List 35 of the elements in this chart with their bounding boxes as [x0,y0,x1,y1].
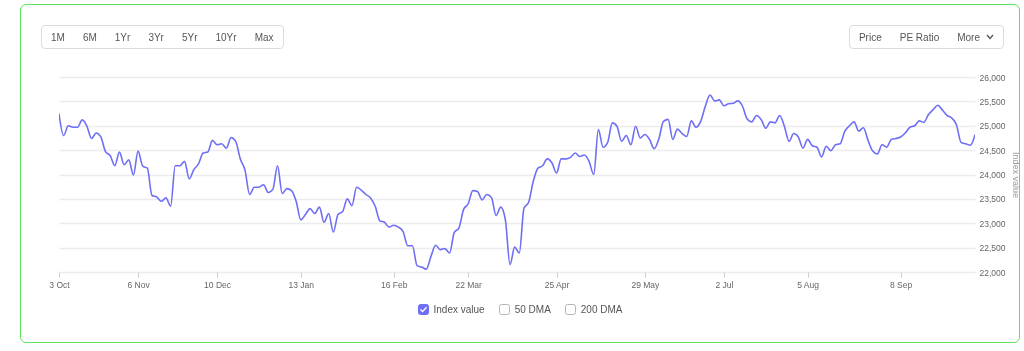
x-tick-label: 2 Jul [715,279,734,290]
x-tick-label: 25 Apr [544,279,570,290]
y-tick-label: 24,000 [979,170,1006,180]
legend-label: 50 DMA [514,304,551,315]
y-tick-label: 25,000 [979,121,1006,132]
line-series [59,94,975,270]
y-tick-label: 23,500 [979,194,1006,205]
legend-label: Index value [433,304,485,315]
text: 6M [81,30,98,45]
x-tick-label: 5 Aug [797,279,820,290]
text: 1M [50,30,66,45]
text: More [956,30,981,45]
text: 3Yr [147,30,165,45]
x-tick-label: 22 Mar [455,279,483,290]
text: Price [857,30,883,45]
legend-label: 200 DMA [580,304,623,315]
text: 5Yr [180,30,199,45]
x-tick-label: 10 Dec [204,279,232,290]
x-tick-label: 13 Jan [288,279,315,290]
x-tick-label: 6 Nov [127,279,151,290]
text: PE Ratio [898,30,941,45]
y-tick-label: 25,500 [979,96,1006,107]
y-tick-label: 22,000 [979,267,1006,278]
y-tick-label: 22,500 [979,243,1006,254]
y-tick-label: 26,000 [979,72,1006,83]
y-tick-label: 24,500 [979,145,1006,156]
x-tick-label: 3 Oct [49,279,71,290]
y-tick-label: 23,000 [979,218,1006,229]
y-axis-title: Index value [1011,151,1022,199]
x-tick-label: 29 May [631,279,661,290]
text: 1Yr [113,30,132,45]
text: 10Yr [214,30,238,45]
text: Max [253,30,275,45]
x-tick-label: 16 Feb [381,279,408,290]
x-tick-label: 8 Sep [889,279,913,290]
